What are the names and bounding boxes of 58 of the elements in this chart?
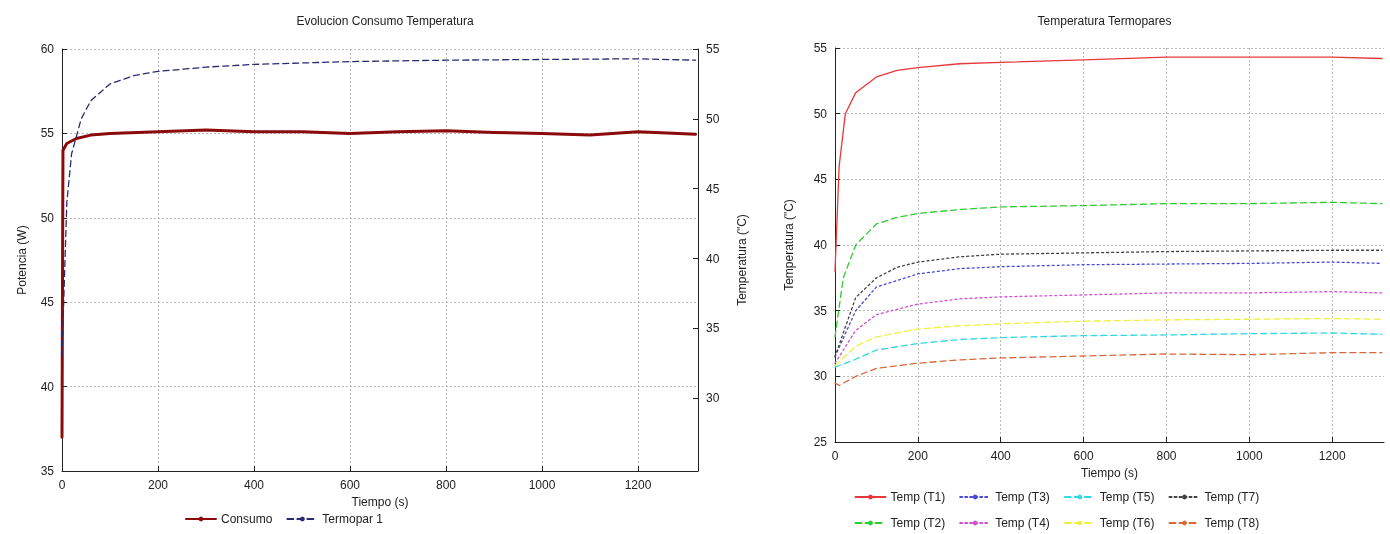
line-series [834, 290, 1383, 364]
y-tick-label: 40 [40, 379, 55, 394]
line-series [61, 58, 697, 358]
y-axis-title: Potencia (W) [15, 225, 29, 295]
line-series [834, 317, 1383, 367]
y-tick-label: 35 [813, 303, 828, 318]
y-tick-label: 45 [813, 172, 828, 187]
y2-tick-label: 35 [706, 321, 720, 336]
legend-label: Termopar 1 [322, 512, 384, 526]
x-tick-label: 1200 [624, 478, 652, 492]
y-tick-label: 60 [40, 42, 55, 56]
y2-tick-label: 50 [706, 111, 720, 126]
line-series [834, 352, 1383, 387]
x-tick-label: 1000 [1235, 449, 1264, 463]
legend-label: Temp (T6) [1099, 516, 1155, 530]
x-tick-label: 800 [435, 478, 457, 492]
y-axis-title: Temperatura ("C) [782, 199, 796, 291]
chart-title: Evolucion Consumo Temperatura [296, 14, 474, 28]
y-tick-label: 25 [813, 435, 828, 449]
chart-title: Temperatura Termopares [1037, 14, 1172, 28]
x-tick-label: 600 [339, 478, 361, 492]
y2-tick-label: 30 [706, 391, 720, 406]
y-tick-label: 55 [40, 126, 55, 141]
x-tick-label: 200 [147, 478, 169, 492]
y2-tick-label: 45 [706, 181, 720, 196]
y-tick-label: 50 [813, 106, 828, 121]
line-series [834, 56, 1383, 272]
y-tick-label: 55 [813, 41, 828, 55]
legend-label: Temp (T4) [995, 516, 1050, 530]
y-tick-label: 30 [813, 369, 828, 384]
line-series [834, 332, 1383, 368]
legend-label: Temp (T1) [890, 490, 946, 504]
x-tick-label: 400 [990, 449, 1012, 463]
x-tick-label: 600 [1073, 449, 1094, 463]
y2-tick-label: 40 [706, 251, 720, 266]
y2-tick-label: 55 [706, 42, 720, 56]
legend-label: Temp (T8) [1204, 516, 1260, 530]
y-tick-label: 35 [40, 464, 55, 478]
legend-label: Temp (T3) [995, 490, 1050, 504]
legend-label: Consumo [221, 512, 273, 526]
line-series [834, 201, 1383, 338]
y-tick-label: 45 [40, 295, 55, 310]
legend-label: Temp (T5) [1099, 490, 1155, 504]
legend-label: Temp (T2) [890, 516, 946, 530]
line-series [60, 128, 698, 439]
x-tick-label: 400 [243, 478, 265, 492]
x-axis-title: Tiempo (s) [351, 494, 409, 509]
x-tick-label: 0 [831, 449, 839, 463]
x-tick-label: 200 [907, 449, 929, 463]
y-tick-label: 40 [813, 238, 828, 252]
x-tick-label: 1200 [1318, 449, 1346, 463]
y2-axis-title: Temperatura ("C) [735, 214, 749, 306]
x-axis-title: Tiempo (s) [1081, 465, 1138, 480]
x-tick-label: 800 [1156, 449, 1177, 463]
x-tick-label: 1000 [528, 478, 556, 492]
x-tick-label: 0 [58, 478, 66, 492]
y-tick-label: 50 [40, 210, 55, 225]
legend-label: Temp (T7) [1204, 490, 1260, 504]
